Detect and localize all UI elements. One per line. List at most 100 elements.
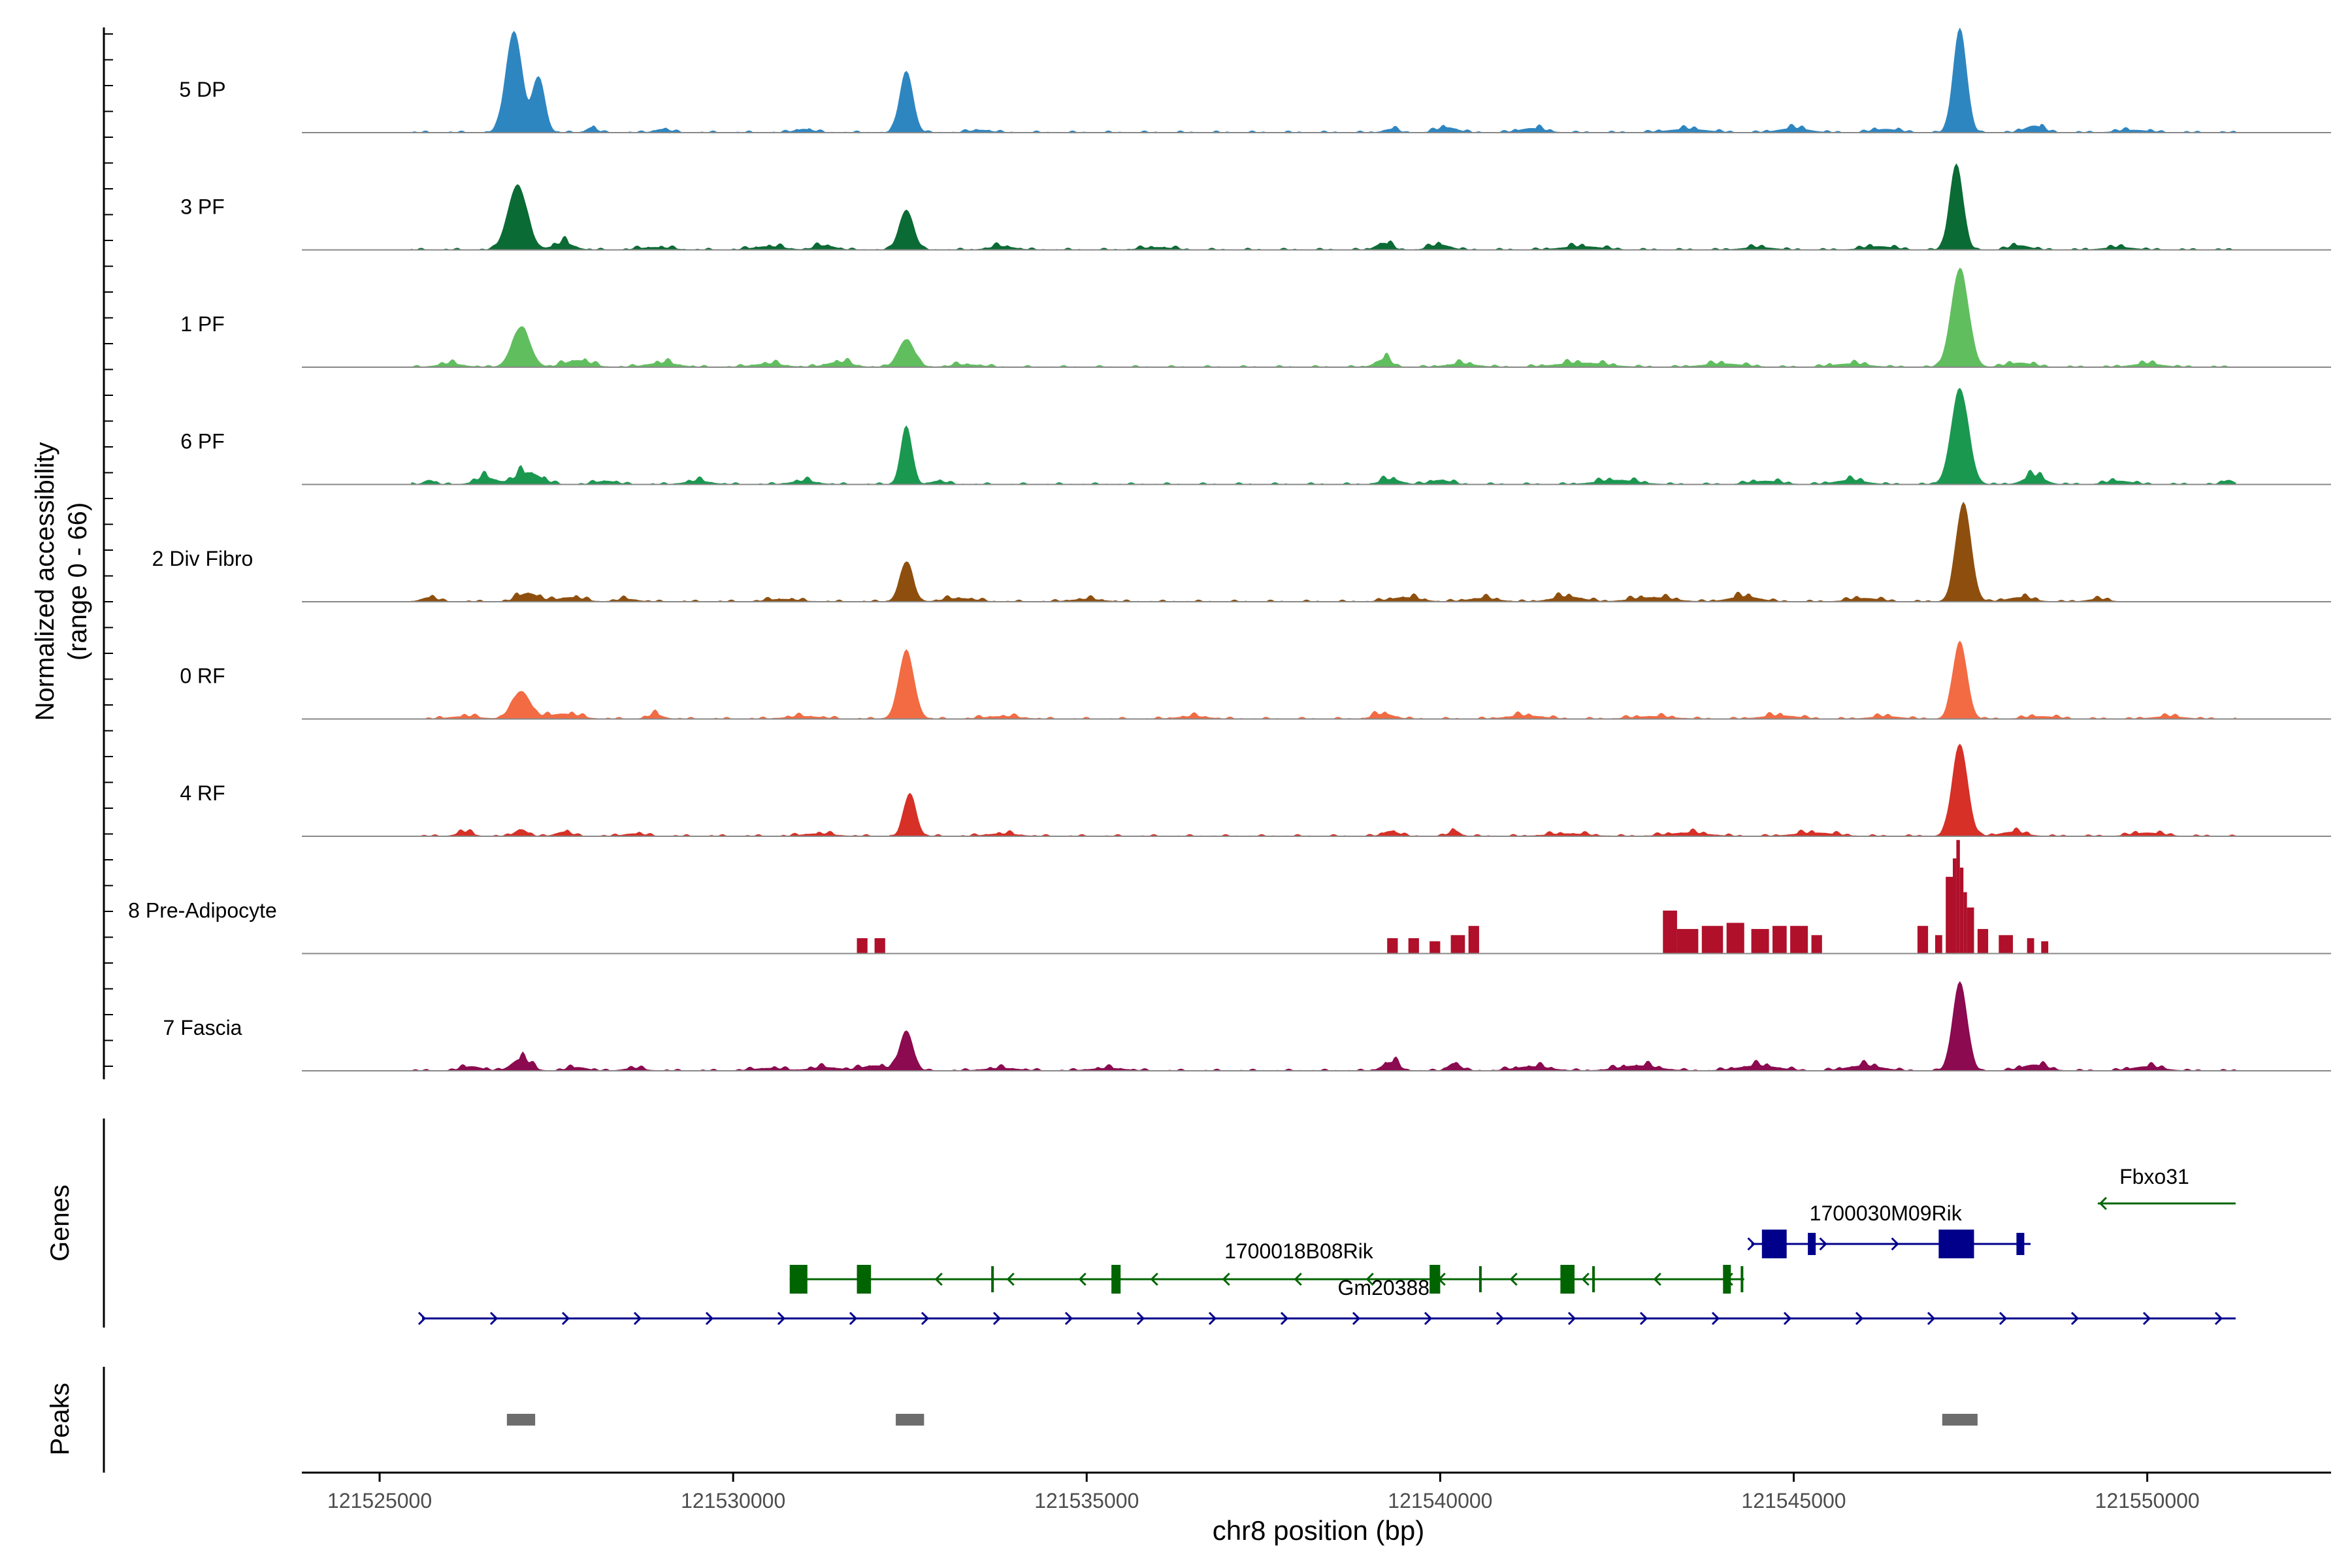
gene-3: Gm20388 [417, 1276, 2236, 1326]
gene-2-exon-2 [991, 1266, 994, 1292]
x-axis: 121525000 121530000 121535000 121540000 1215… [302, 1471, 2331, 1512]
gene-2-exon-6 [1560, 1265, 1575, 1294]
track-7-bar-24 [1999, 935, 2013, 954]
peak-region-2 [1942, 1414, 1978, 1426]
track-4: 2 Div Fibro [152, 502, 2331, 602]
track-6-area [410, 743, 2236, 837]
track-8-area [411, 981, 2236, 1071]
gene-3-chevron-0 [417, 1311, 427, 1326]
gene-3-chevron-8 [992, 1311, 1002, 1326]
x-tick-label-1: 121530000 [681, 1489, 785, 1512]
x-tick-label-5: 121550000 [2095, 1489, 2200, 1512]
track-0: 5 DP [179, 27, 2331, 133]
gene-3-chevron-15 [1495, 1311, 1505, 1326]
gene-3-chevron-9 [1064, 1311, 1073, 1326]
track-7: 8 Pre-Adipocyte [128, 840, 2331, 955]
gene-3-chevron-1 [489, 1311, 498, 1326]
peak-region-1 [896, 1414, 924, 1426]
gene-1-exon-3 [2016, 1233, 2025, 1255]
gene-label-2: 1700018B08Rik [1224, 1239, 1374, 1263]
gene-1-exon-2 [1938, 1230, 1974, 1258]
gene-2-exon-1 [857, 1265, 872, 1294]
track-label-5: 0 RF [180, 664, 225, 688]
gene-3-chevron-12 [1280, 1311, 1289, 1326]
coverage-tracks: 5 DP 3 PF 1 PF 6 PF 2 Div Fibro 0 RF 4 RF 8 Pre… [128, 27, 2331, 1071]
gene-2-chevron-3 [1006, 1272, 1015, 1286]
genes-panel-label: Genes [46, 1184, 74, 1262]
track-7-bar-11 [1751, 928, 1769, 954]
gene-3-chevron-11 [1208, 1311, 1217, 1326]
gene-3-chevron-22 [1999, 1311, 2008, 1326]
y-axis-range-label: (range 0 - 66) [63, 502, 92, 661]
track-7-bar-3 [1408, 938, 1419, 954]
gene-3-chevron-24 [2142, 1311, 2151, 1326]
gene-3-chevron-4 [705, 1311, 714, 1326]
track-7-bar-12 [1772, 926, 1787, 954]
track-7-bar-14 [1811, 935, 1822, 954]
gene-3-chevron-25 [2214, 1311, 2223, 1326]
track-7-bar-4 [1429, 941, 1441, 954]
track-7-bar-13 [1790, 926, 1808, 954]
track-7-bar-8 [1676, 928, 1699, 954]
track-3-area [411, 387, 2236, 485]
track-7-bar-0 [857, 938, 868, 954]
track-2: 1 PF [180, 267, 2331, 368]
gene-3-chevron-14 [1424, 1311, 1433, 1326]
gene-3-chevron-17 [1639, 1311, 1648, 1326]
gene-2-exon-3 [1111, 1265, 1121, 1294]
track-7-bar-10 [1726, 923, 1744, 954]
gene-1-exon-1 [1808, 1233, 1816, 1255]
gene-2-exon-5 [1478, 1266, 1482, 1292]
track-label-8: 7 Fascia [163, 1016, 242, 1039]
track-7-bar-5 [1450, 935, 1465, 954]
track-3: 6 PF [180, 387, 2331, 485]
gene-1: 1700030M09Rik [1747, 1201, 2031, 1258]
gene-2: 1700018B08Rik [789, 1239, 1744, 1294]
gene-3-chevron-3 [633, 1311, 642, 1326]
track-7-bar-26 [2041, 941, 2049, 954]
gene-2-chevron-2 [934, 1272, 943, 1286]
gene-3-chevron-20 [1855, 1311, 1864, 1326]
track-label-6: 4 RF [180, 781, 225, 805]
track-7-bar-2 [1387, 938, 1398, 954]
track-label-7: 8 Pre-Adipocyte [128, 899, 277, 923]
gene-0: Fbxo31 [2097, 1165, 2236, 1211]
track-7-bar-20 [1959, 867, 1964, 954]
peaks-panel-label: Peaks [46, 1382, 74, 1455]
gene-2-chevron-5 [1150, 1272, 1158, 1286]
gene-label-3: Gm20388 [1338, 1276, 1430, 1299]
gene-2-chevron-8 [1365, 1272, 1374, 1286]
gene-0-arrow [2099, 1196, 2107, 1211]
track-7-bar-7 [1663, 910, 1677, 954]
gene-2-exon-7 [1592, 1266, 1595, 1292]
gene-3-chevron-7 [921, 1311, 930, 1326]
gene-1-chevron-0 [1747, 1237, 1756, 1251]
track-7-bar-23 [1977, 928, 1989, 954]
track-0-area [411, 27, 2236, 133]
genes-panel: Fbxo31 1700030M09Rik 1700018B08Rik Gm20388 [417, 1165, 2236, 1326]
track-7-bar-15 [1917, 926, 1929, 954]
gene-3-chevron-23 [2070, 1311, 2080, 1326]
peaks-panel [506, 1414, 1978, 1426]
x-tick-label-4: 121545000 [1741, 1489, 1846, 1512]
gene-3-chevron-21 [1927, 1311, 1936, 1326]
gene-2-chevron-4 [1078, 1272, 1086, 1286]
track-7-bar-6 [1468, 926, 1479, 954]
gene-3-chevron-16 [1567, 1311, 1576, 1326]
track-7-bar-16 [1935, 935, 1942, 954]
gene-2-chevron-6 [1222, 1272, 1230, 1286]
gene-label-1: 1700030M09Rik [1810, 1201, 1963, 1225]
track-4-area [411, 502, 2127, 602]
gene-3-chevron-10 [1136, 1311, 1145, 1326]
track-1-area [411, 163, 2236, 251]
gene-1-chevron-2 [1891, 1237, 1899, 1251]
track-5: 0 RF [180, 640, 2331, 720]
y-axis-accessibility [103, 27, 113, 1079]
track-6: 4 RF [180, 743, 2331, 837]
track-7-bar-1 [874, 938, 885, 954]
gene-3-chevron-6 [849, 1311, 858, 1326]
track-7-bar-22 [1967, 907, 1974, 954]
track-label-1: 3 PF [180, 195, 225, 219]
gene-1-chevron-1 [1819, 1237, 1827, 1251]
